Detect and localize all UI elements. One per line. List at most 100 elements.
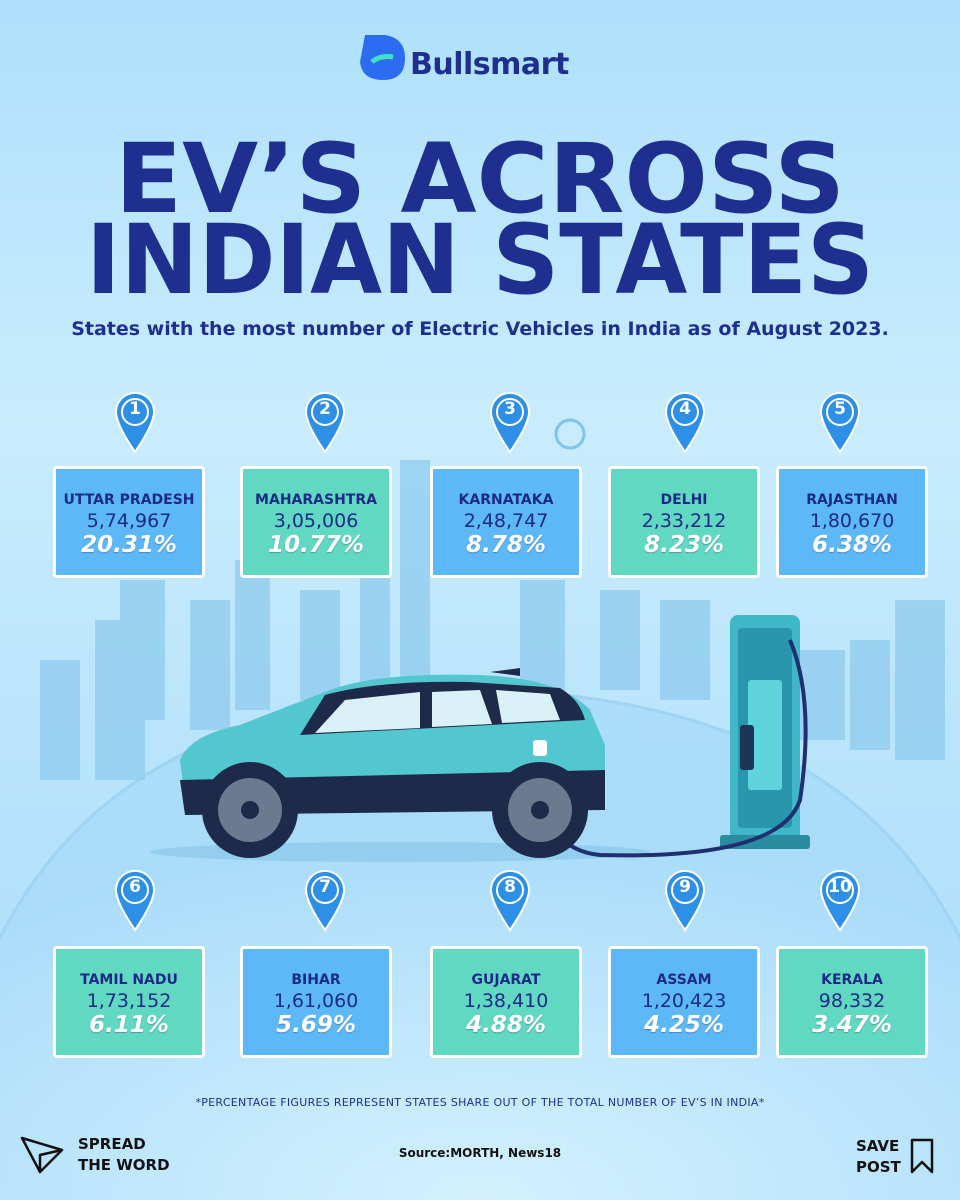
pin-body [665,391,705,454]
title-line: EV’S ACROSS [115,123,845,235]
share-icon[interactable] [20,1136,64,1174]
pin-ring [121,398,149,426]
pin-shape [665,869,705,932]
state-card: UTTAR PRADESH 5,74,967 20.31% [53,466,205,578]
ev-count: 2,33,212 [641,510,727,532]
rank-pin: 8 [487,869,533,932]
footnote: *PERCENTAGE FIGURES REPRESENT STATES SHA… [195,1096,765,1109]
ev-count: 1,20,423 [641,990,727,1012]
pin-ring [671,876,699,904]
pin-shape [305,391,345,454]
state-name: DELHI [660,492,708,508]
ev-count: 1,38,410 [463,990,549,1012]
ev-count: 1,80,670 [809,510,895,532]
logo [360,35,405,80]
state-card: DELHI 2,33,212 8.23% [608,466,760,578]
pin-ring [496,876,524,904]
pin-ring [496,398,524,426]
ev-count: 2,48,747 [463,510,549,532]
pin-body [305,391,345,454]
pin-ring [311,398,339,426]
ev-count: 5,74,967 [86,510,172,532]
pin-ring [311,876,339,904]
rank-pin: 1 [112,391,158,454]
subtitle: States with the most number of Electric … [71,318,889,340]
rank-pin: 10 [817,869,863,932]
state-name: UTTAR PRADESH [63,492,195,508]
state-name: RAJASTHAN [806,492,898,508]
state-card: KARNATAKA 2,48,747 8.78% [430,466,582,578]
pin-shape [665,391,705,454]
ev-count: 1,61,060 [273,990,359,1012]
rank: 9 [679,877,691,897]
pin-ring [826,398,854,426]
ev-share: 20.31% [81,532,177,558]
ev-share: 10.77% [268,532,364,558]
pin-body [490,391,530,454]
rank-pin: 2 [302,391,348,454]
ev-share: 6.38% [812,532,892,558]
rank-pin: 4 [662,391,708,454]
pin-shape [820,869,860,932]
share-action[interactable]: SPREAD THE WORD [78,1134,170,1176]
state-name: BIHAR [291,972,341,988]
ev-share: 8.23% [644,532,724,558]
ev-share: 6.11% [89,1012,169,1038]
ev-share: 8.78% [466,532,546,558]
state-card: GUJARAT 1,38,410 4.88% [430,946,582,1058]
pin-body [115,869,155,932]
state-name: MAHARASHTRA [255,492,377,508]
pin-ring [121,876,149,904]
rank-pin: 7 [302,869,348,932]
rank: 5 [834,399,846,419]
rank-pin: 5 [817,391,863,454]
state-card: BIHAR 1,61,060 5.69% [240,946,392,1058]
share-label: SPREAD [78,1135,146,1153]
ev-count: 98,332 [818,990,886,1012]
brand-name: Bullsmart [410,47,569,82]
pin-shape [305,869,345,932]
rank: 6 [129,877,141,897]
ev-count: 1,73,152 [86,990,172,1012]
pin-shape [820,391,860,454]
pin-shape [115,869,155,932]
pin-body [305,869,345,932]
state-card: MAHARASHTRA 3,05,006 10.77% [240,466,392,578]
save-icon[interactable] [910,1138,934,1174]
pin-shape [490,391,530,454]
state-card: RAJASTHAN 1,80,670 6.38% [776,466,928,578]
pin-body [820,869,860,932]
car [180,668,605,858]
rank: 4 [679,399,691,419]
charger [538,615,810,858]
state-name: KARNATAKA [458,492,554,508]
sun [554,418,586,450]
rank: 3 [504,399,516,419]
rank: 7 [319,877,331,897]
rank: 8 [504,877,516,897]
rank-pin: 9 [662,869,708,932]
rank: 2 [319,399,331,419]
pin-shape [490,869,530,932]
state-name: KERALA [821,972,883,988]
ev-share: 4.25% [644,1012,724,1038]
save-action[interactable]: SAVE POST [856,1136,901,1178]
share-label: THE WORD [78,1156,170,1174]
rank-pin: 6 [112,869,158,932]
save-label: SAVE [856,1137,900,1155]
rank: 10 [828,877,852,897]
rank: 1 [129,399,141,419]
pin-body [665,869,705,932]
state-card: TAMIL NADU 1,73,152 6.11% [53,946,205,1058]
state-card: ASSAM 1,20,423 4.25% [608,946,760,1058]
pin-body [115,391,155,454]
source: Source:MORTH, News18 [398,1146,562,1160]
rank-pin: 3 [487,391,533,454]
pin-ring [826,876,854,904]
pin-ring [671,398,699,426]
state-name: ASSAM [656,972,712,988]
title-line: INDIAN STATES [86,204,874,316]
pin-shape [115,391,155,454]
